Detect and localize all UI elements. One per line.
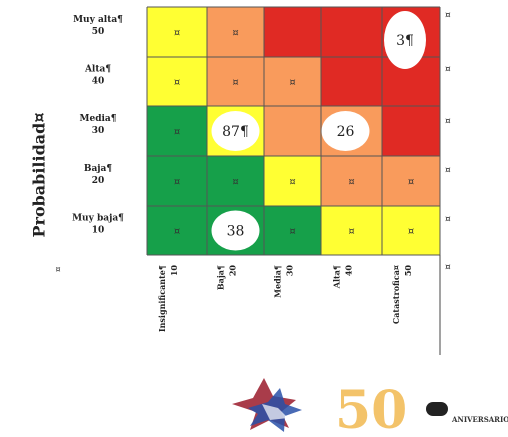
row-label: Baja¶ [84, 164, 113, 174]
row-label: Alta¶ [84, 65, 111, 75]
y-axis-title: Probabilidad¤ [30, 112, 49, 237]
row-value: 20 [92, 176, 105, 186]
matrix-cell [382, 106, 440, 156]
star-icon [232, 378, 302, 432]
col-value: 20 [228, 265, 238, 277]
matrix-cell [147, 106, 207, 156]
col-label: Baja¶ [216, 265, 226, 290]
row-end-mark: ¤ [445, 65, 451, 75]
matrix-cell [264, 106, 321, 156]
matrix-cell [264, 57, 321, 106]
annotation-label: 26 [337, 124, 355, 140]
col-value: 30 [285, 265, 295, 277]
matrix-cell [264, 206, 321, 255]
cell-mark: ¤ [348, 227, 354, 238]
matrix-cell [321, 57, 382, 106]
annotations: 3¶ 87¶ 26 38 [211, 11, 426, 251]
cell-mark: ¤ [289, 227, 295, 238]
col-label: Catastrofica¤ [391, 265, 401, 324]
col-label: Insignificante¶ [157, 265, 167, 332]
logo-caption: ANIVERSARIO [451, 415, 508, 424]
right-side-marks: ¤ ¤ ¤ ¤ ¤ ¤ [445, 11, 451, 273]
cell-mark: ¤ [232, 177, 238, 188]
col-labels: Insignificante¶ 10 Baja¶ 20 Media¶ 30 Alta¶ 40 C… [157, 265, 413, 333]
row-labels: Muy alta¶ 50 Alta¶ 40 Media¶ 30 Baja¶ 20 Muy baj… [72, 15, 124, 236]
row-value: 30 [92, 126, 105, 136]
annotation-ellipse [211, 210, 260, 251]
matrix-cell [382, 156, 440, 206]
logo-number: 50 [335, 380, 407, 433]
matrix-cell [264, 156, 321, 206]
cell-mark: ¤ [174, 28, 180, 39]
annotation-label: 38 [227, 224, 245, 240]
annotation-ellipse [211, 111, 260, 151]
logo: 50 ANIVERSARIO [232, 378, 508, 437]
cell-mark: ¤ [232, 28, 238, 39]
row-end-mark: ¤ [445, 166, 451, 176]
matrix-cell [147, 206, 207, 255]
matrix-cell [207, 7, 264, 57]
row-value: 40 [92, 77, 105, 87]
matrix-cell [264, 7, 321, 57]
annotation-ellipse [321, 111, 370, 151]
row-end-mark: ¤ [445, 215, 451, 225]
matrix-cell [321, 206, 382, 255]
matrix-cell [207, 156, 264, 206]
matrix-cell [207, 57, 264, 106]
matrix-cell [382, 206, 440, 255]
cell-mark: ¤ [408, 177, 414, 188]
row-label: Muy baja¶ [72, 214, 124, 224]
matrix-cell [147, 7, 207, 57]
cell-mark: ¤ [289, 78, 295, 89]
row-end-mark: ¤ [445, 117, 451, 127]
matrix-cell [147, 156, 207, 206]
cell-mark: ¤ [408, 227, 414, 238]
matrix-cell [321, 156, 382, 206]
row-value: 10 [92, 226, 105, 236]
row-value: 50 [92, 27, 105, 37]
col-label: Media¶ [273, 265, 283, 298]
row-end-mark: ¤ [445, 263, 451, 273]
col-value: 10 [169, 265, 179, 277]
row-end-mark: ¤ [445, 11, 451, 21]
cell-mark: ¤ [174, 127, 180, 138]
annotation-label: 3¶ [396, 33, 414, 49]
col-value: 40 [344, 265, 354, 277]
cell-mark: ¤ [348, 177, 354, 188]
matrix-cell [147, 57, 207, 106]
col-value: 50 [403, 265, 413, 277]
cell-mark: ¤ [174, 177, 180, 188]
corner-mark: ¤ [55, 265, 60, 274]
cell-mark: ¤ [174, 78, 180, 89]
logo-badge [426, 402, 448, 416]
row-label: Muy alta¶ [73, 15, 123, 25]
annotation-ellipse [384, 11, 426, 69]
cell-mark: ¤ [289, 177, 295, 188]
matrix-cell [321, 7, 382, 57]
annotation-label: 87¶ [222, 124, 249, 140]
cell-mark: ¤ [232, 78, 238, 89]
row-label: Media¶ [80, 114, 117, 124]
cell-mark: ¤ [174, 227, 180, 238]
col-label: Alta¶ [332, 265, 342, 289]
